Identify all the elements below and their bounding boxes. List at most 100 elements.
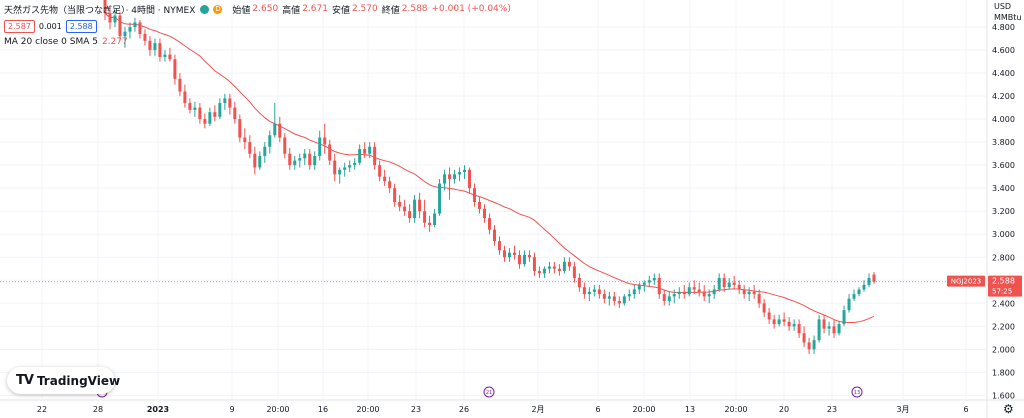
time-tick-label: 3月 [896,405,909,414]
time-tick-label: 9 [229,405,234,414]
candle-body [188,103,192,110]
candle-body [238,119,242,138]
candle-body [732,282,736,285]
candle-body [852,294,856,299]
time-axis[interactable]: 22 28 2023 9 20:00 16 20:00 23 26 2月 6 20:00 13 20:00… [37,405,969,414]
candle-body [497,241,501,251]
candle-body [667,296,671,301]
candle-body [572,266,576,278]
candle-body [787,321,791,327]
event-marker-icon [483,386,495,398]
event-marker-label: 13 [854,390,860,396]
price-axis[interactable]: 1.6001.8002.0002.2002.4002.6002.8003.000… [992,23,1015,400]
candle-body [383,176,387,182]
candle-body [128,27,132,32]
candle-body [692,287,696,290]
candle-body [288,153,292,166]
candle-body [368,146,372,154]
candle-body [148,40,152,51]
candle-body [542,268,546,274]
candle-body [687,287,691,295]
chart-legend: 天然ガス先物（当限つなぎ足）· 4時間 · NYMEX D 始値 2.650 高値… [4,2,511,49]
candle-body [463,169,467,173]
candle-body [183,91,187,103]
candle-body [218,103,222,117]
candle-body [388,181,392,189]
candle-body [143,33,147,41]
candle-body [228,98,232,108]
candle-body [193,107,197,110]
time-tick-label: 20:00 [724,405,747,414]
symbol-tag-text: NGJ2023 [951,278,982,286]
candle-body [807,342,811,350]
low-value: 2.570 [351,4,378,14]
candle-body [258,155,262,168]
moving-average-layer [104,12,875,323]
ma-label[interactable]: MA 20 close 0 SMA 5 [4,37,98,47]
candle-body [747,291,751,295]
time-tick-label: 6 [963,405,968,414]
delayed-data-icon[interactable]: D [213,4,223,14]
time-tick-label: 23 [411,405,421,414]
time-tick-label: 6 [595,405,600,414]
candle-body [398,202,402,207]
symbol-tag-box [947,275,985,287]
overlay-layer: 21 13 NGJ2023 2.588 57:25 [0,275,1022,398]
candle-body [502,250,506,258]
candle-body [403,206,407,212]
candle-body [802,333,806,343]
candle-body [103,0,107,14]
candle-body [233,107,237,120]
time-tick-label: 20:00 [356,405,379,414]
candle-body [173,59,177,79]
candle-body [652,277,656,281]
candle-body [163,54,167,57]
candle-body [642,282,646,285]
candle-body [597,289,601,295]
candle-body [817,319,821,341]
spread-value: 0.001 [38,21,62,31]
tradingview-logo-text: TradingView [36,373,121,388]
bid-box[interactable]: 2.587 [4,19,35,33]
unit-label[interactable]: MMBtu [994,13,1022,22]
candle-body [522,254,526,265]
candle-body [662,294,666,301]
candle-body [313,155,317,166]
candle-body [862,284,866,290]
candle-body [837,324,841,334]
candle-body [797,324,801,334]
open-value: 2.650 [252,4,279,14]
candle-body [338,169,342,175]
time-tick-label: 28 [93,405,103,414]
tradingview-logo[interactable]: TV TradingView [7,367,120,394]
price-tick-label: 4.800 [992,23,1015,32]
candle-body [473,188,477,202]
ask-box[interactable]: 2.588 [65,19,97,33]
currency-label[interactable]: USD [994,2,1012,11]
candle-body [842,310,846,325]
candle-body [727,282,731,288]
candle-body [637,284,641,290]
time-tick-label: 13 [685,405,695,414]
ma-line [104,12,875,323]
candle-body [847,298,851,311]
price-tick-label: 4.400 [992,69,1015,78]
price-tick-label: 4.600 [992,46,1015,55]
candle-body [363,149,367,154]
symbol-title[interactable]: 天然ガス先物（当限つなぎ足）· 4時間 · NYMEX [4,5,196,16]
candle-body [712,289,716,295]
candle-body [303,153,307,159]
candle-body [672,294,676,297]
candle-body [697,289,701,292]
candle-body [772,319,776,325]
candle-body [253,153,257,168]
change-value: +0.001 (+0.04%) [431,4,511,14]
candle-body [617,301,621,304]
candle-body [263,146,267,156]
candle-body [647,280,651,283]
candle-body [612,296,616,301]
gear-icon[interactable]: ⚙ [1003,402,1014,416]
